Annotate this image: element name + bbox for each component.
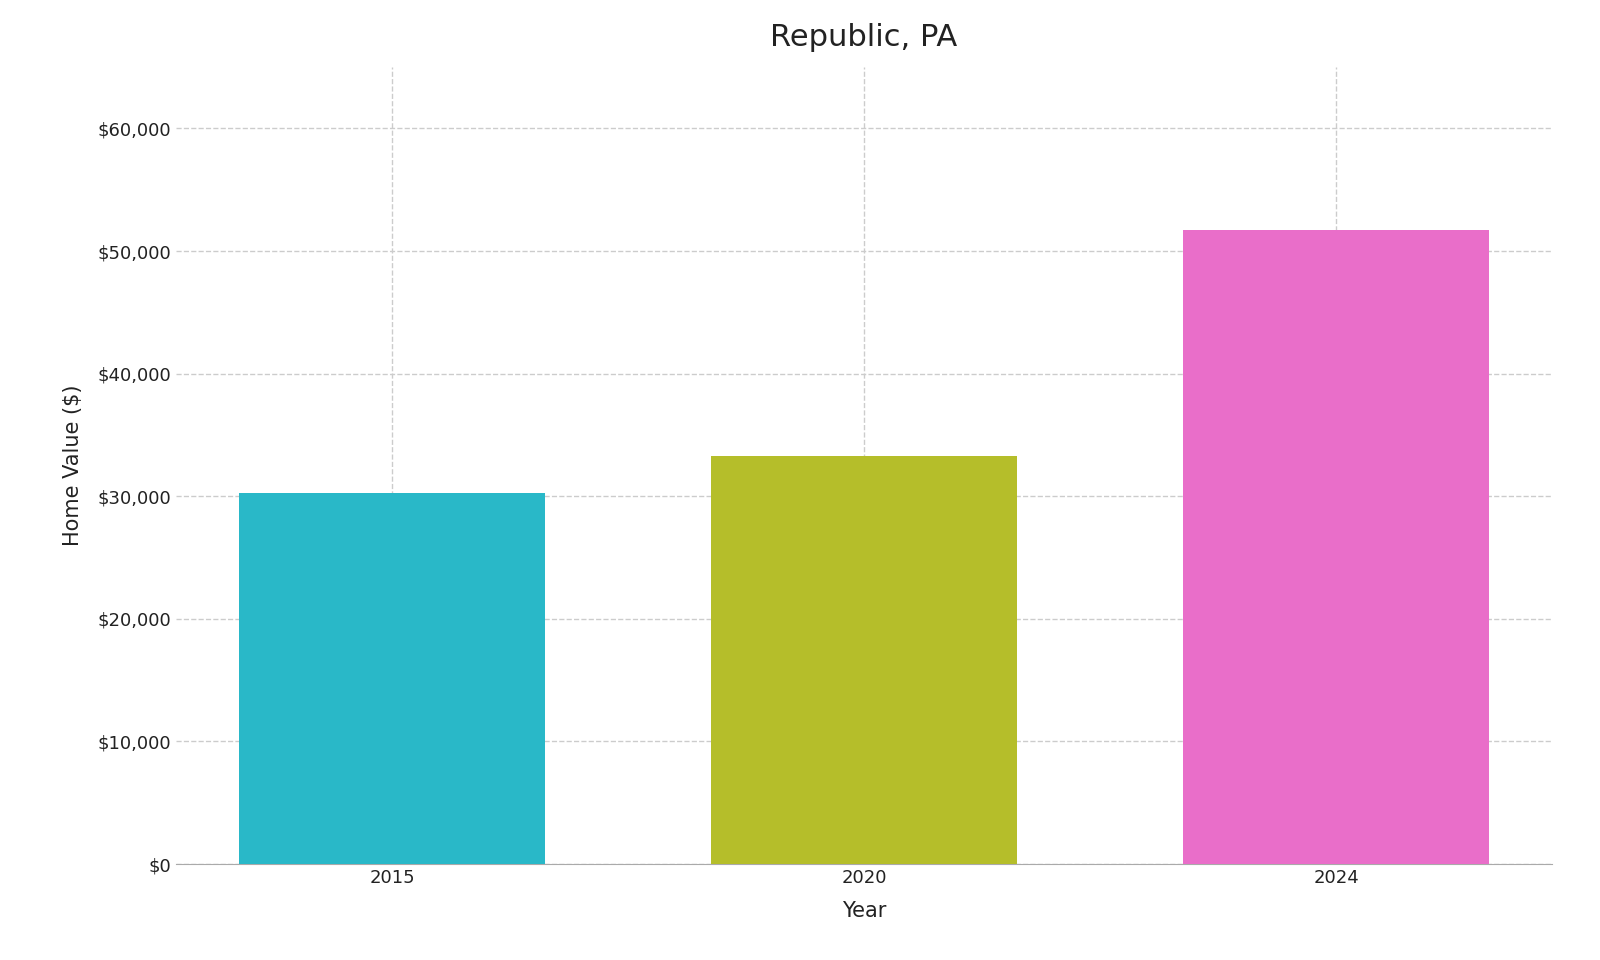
Title: Republic, PA: Republic, PA — [770, 23, 958, 53]
Y-axis label: Home Value ($): Home Value ($) — [64, 385, 83, 546]
Bar — [1182, 230, 1490, 864]
X-axis label: Year: Year — [842, 900, 886, 921]
Bar — [238, 492, 546, 864]
Bar — [710, 456, 1018, 864]
